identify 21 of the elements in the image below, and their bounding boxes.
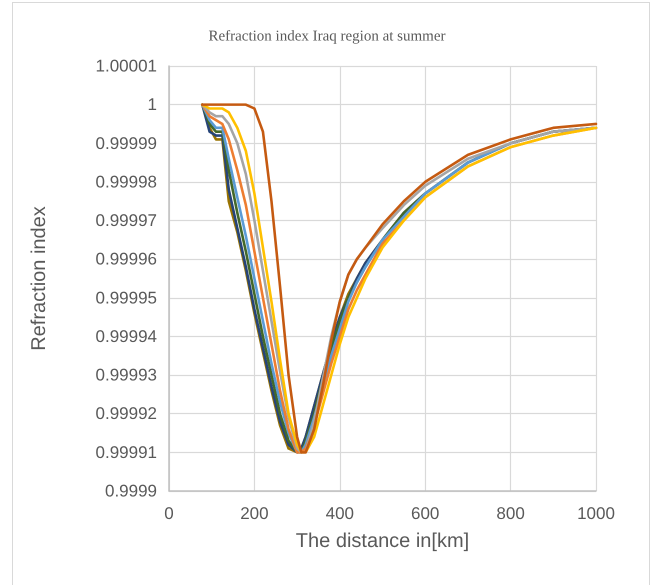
y-tick-label: 0.99995	[96, 288, 157, 308]
x-tick-label: 400	[326, 504, 354, 523]
y-axis-title: Refraction index	[28, 206, 50, 351]
y-tick-label: 0.9999	[105, 482, 157, 500]
y-tick-label: 0.99998	[96, 172, 157, 192]
chart-title: Refraction index Iraq region at summer	[208, 28, 446, 44]
y-tick-label: 0.99999	[96, 134, 157, 153]
x-tick-label: 600	[411, 504, 440, 523]
y-tick-label: 1.00001	[96, 56, 157, 76]
y-tick-label: 0.99997	[96, 211, 157, 230]
x-tick-label: 200	[240, 504, 269, 523]
y-tick-label: 0.99992	[96, 404, 157, 424]
y-tick-label: 0.99996	[96, 250, 157, 269]
x-tick-label: 800	[496, 504, 525, 523]
y-tick-label: 1	[148, 95, 157, 114]
x-axis-title: The distance in[km]	[296, 530, 470, 552]
y-tick-label: 0.99994	[96, 326, 157, 346]
x-tick-label: 0	[164, 504, 174, 523]
y-tick-label: 0.99993	[96, 366, 157, 385]
y-tick-label: 0.99991	[96, 442, 157, 462]
x-tick-label: 1000	[577, 504, 615, 523]
